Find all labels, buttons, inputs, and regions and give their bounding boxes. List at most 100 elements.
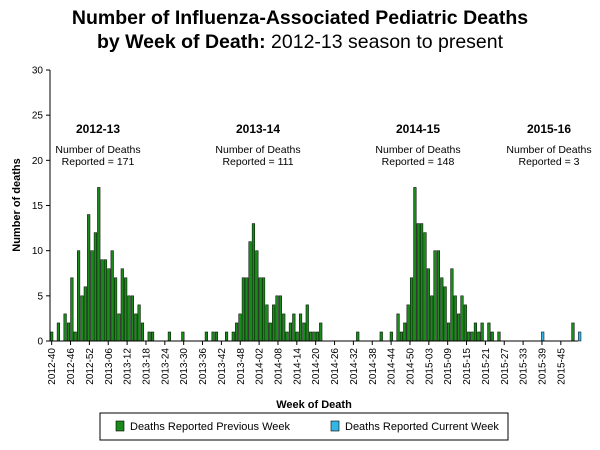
bar-previous-week — [117, 313, 121, 342]
legend-swatch-previous — [115, 420, 125, 432]
bar-previous-week — [50, 331, 54, 342]
bar-previous-week — [83, 286, 87, 342]
bar-previous-week — [238, 313, 242, 342]
x-tick-label: 2015-39 — [537, 348, 548, 385]
x-tick-label: 2014-32 — [349, 348, 360, 385]
y-tick-label: 15 — [32, 201, 44, 212]
bar-previous-week — [73, 331, 77, 342]
x-tick-label: 2014-20 — [311, 348, 322, 385]
bar-previous-week — [214, 331, 219, 342]
title-line-1: Number of Influenza-Associated Pediatric… — [71, 7, 529, 29]
legend-box — [99, 412, 509, 441]
bar-previous-week — [487, 322, 491, 342]
bar-previous-week — [446, 322, 451, 342]
bar-previous-week — [100, 259, 104, 342]
bar-previous-week — [93, 232, 97, 342]
y-tick-label: 5 — [37, 291, 43, 302]
x-tick-label: 2014-14 — [292, 348, 303, 385]
season-deaths-label: Number of Deaths — [375, 144, 460, 156]
bar-previous-week — [420, 223, 424, 342]
bar-previous-week — [463, 304, 467, 342]
legend: Deaths Reported Previous Week Deaths Rep… — [99, 412, 509, 441]
bar-previous-week — [275, 295, 279, 342]
season-deaths-count: Reported = 148 — [382, 156, 455, 168]
bar-previous-week — [130, 295, 134, 342]
x-tick-label: 2013-12 — [123, 348, 134, 385]
x-tick-label: 2014-08 — [273, 348, 284, 385]
bar-previous-week — [56, 322, 60, 342]
bar-previous-week — [436, 250, 440, 342]
bar-previous-week — [120, 268, 124, 342]
bar-previous-week — [70, 277, 74, 342]
bar-previous-week — [124, 277, 128, 342]
chart-title: Number of Influenza-Associated Pediatric… — [0, 6, 600, 54]
bar-previous-week — [63, 313, 67, 342]
bar-previous-week — [90, 250, 94, 342]
bar-previous-week — [413, 187, 417, 342]
bar-previous-week — [151, 331, 155, 342]
bar-previous-week — [302, 322, 306, 342]
x-tick-label: 2013-24 — [160, 348, 171, 385]
bar-previous-week — [251, 223, 256, 342]
bar-previous-week — [406, 304, 410, 342]
bar-previous-week — [282, 313, 286, 342]
x-tick-label: 2012-40 — [47, 348, 58, 385]
bar-previous-week — [298, 313, 303, 342]
bar-previous-week — [114, 277, 118, 342]
x-tick-label: 2013-06 — [104, 348, 115, 385]
bar-previous-week — [140, 322, 145, 342]
x-tick-label: 2014-26 — [330, 348, 341, 385]
x-tick-label: 2014-50 — [405, 348, 416, 385]
x-tick-label: 2014-44 — [387, 348, 398, 385]
bar-previous-week — [319, 322, 323, 342]
bar-current-week — [578, 331, 582, 342]
legend-swatch-current — [330, 420, 340, 432]
bar-previous-week — [110, 250, 114, 342]
bar-previous-week — [278, 295, 282, 342]
x-tick-label: 2012-52 — [85, 348, 96, 385]
bar-previous-week — [460, 295, 464, 342]
bar-previous-week — [312, 331, 316, 342]
y-tick-label: 25 — [32, 111, 44, 122]
bar-previous-week — [389, 331, 393, 342]
bar-previous-week — [272, 304, 276, 342]
bar-previous-week — [440, 277, 444, 342]
bar-previous-week — [399, 331, 404, 342]
bar-previous-week — [265, 304, 269, 342]
bar-previous-week — [255, 250, 259, 342]
bar-previous-week — [315, 331, 319, 342]
x-tick-label: 2015-45 — [556, 348, 567, 385]
bar-previous-week — [261, 277, 266, 342]
y-tick-label: 30 — [32, 66, 44, 77]
y-axis-label: Number of deaths — [11, 158, 23, 252]
season-deaths-count: Reported = 171 — [62, 156, 135, 168]
bar-previous-week — [288, 322, 293, 342]
x-tick-label: 2013-30 — [179, 348, 190, 385]
x-tick-label: 2015-21 — [481, 348, 492, 385]
x-axis-label: Week of Death — [276, 399, 352, 411]
bar-previous-week — [77, 250, 81, 342]
bar-previous-week — [103, 259, 108, 342]
bar-previous-week — [87, 214, 91, 342]
x-tick-label: 2015-33 — [519, 348, 530, 385]
x-tick-label: 2014-02 — [255, 348, 266, 385]
bar-previous-week — [426, 268, 430, 342]
bar-previous-week — [127, 295, 131, 342]
y-tick-label: 10 — [32, 246, 44, 257]
bar-previous-week — [204, 331, 208, 342]
season-deaths-count: Reported = 111 — [222, 156, 293, 168]
bar-previous-week — [450, 268, 454, 342]
bar-previous-week — [430, 295, 434, 342]
bar-current-week — [541, 331, 545, 342]
bar-previous-week — [167, 331, 171, 342]
bar-previous-week — [245, 277, 249, 342]
bar-previous-week — [268, 322, 272, 342]
x-tick-label: 2015-09 — [443, 348, 454, 385]
bar-previous-week — [231, 331, 235, 342]
bar-previous-week — [433, 250, 437, 342]
bar-previous-week — [258, 277, 262, 342]
bar-previous-week — [235, 322, 239, 342]
x-tick-label: 2015-27 — [500, 348, 511, 385]
bar-previous-week — [443, 286, 447, 342]
